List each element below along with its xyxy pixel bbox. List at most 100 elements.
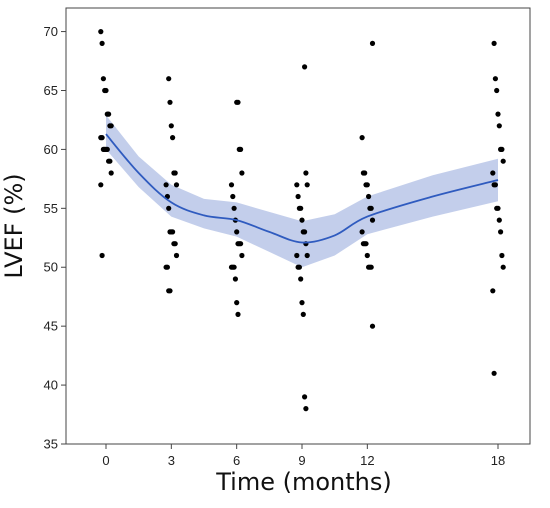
data-point <box>108 170 114 176</box>
y-tick-label: 45 <box>44 319 58 334</box>
data-point <box>100 76 106 82</box>
data-point <box>300 311 306 317</box>
data-point <box>500 264 506 270</box>
data-point <box>492 76 498 82</box>
data-point <box>298 276 304 282</box>
x-tick-label: 3 <box>168 453 175 468</box>
data-point <box>369 40 376 47</box>
data-point <box>173 252 180 259</box>
data-point <box>303 406 309 412</box>
data-point <box>172 170 178 176</box>
data-point <box>302 64 308 70</box>
data-point <box>235 99 241 105</box>
data-point <box>368 264 374 270</box>
data-point <box>499 146 505 152</box>
data-points <box>98 29 506 412</box>
confidence-band <box>106 115 498 268</box>
y-tick-label: 65 <box>44 83 58 98</box>
y-tick-label: 55 <box>44 201 58 216</box>
data-point <box>298 205 304 211</box>
data-point <box>103 87 109 94</box>
x-tick-label: 0 <box>102 453 109 468</box>
data-point <box>98 29 104 35</box>
data-point <box>491 40 497 47</box>
data-point <box>104 146 110 152</box>
data-point <box>173 182 180 188</box>
data-point <box>98 182 104 188</box>
data-point <box>304 182 310 188</box>
data-point <box>498 229 504 235</box>
ci-band <box>106 115 498 268</box>
data-point <box>172 241 178 247</box>
data-point <box>99 135 105 141</box>
x-tick-label: 9 <box>298 453 305 468</box>
data-point <box>491 370 497 376</box>
data-point <box>368 205 374 211</box>
y-tick-label: 35 <box>44 437 58 452</box>
y-axis-ticks: 35 40 45 50 55 60 65 70 <box>44 24 66 452</box>
data-point <box>168 123 174 129</box>
data-point <box>170 229 176 235</box>
data-point <box>234 300 240 306</box>
data-point <box>166 76 172 82</box>
data-point <box>495 205 501 211</box>
axes: 0 3 6 9 12 18 35 40 45 50 55 60 65 70 <box>44 7 531 468</box>
y-tick-label: 70 <box>44 24 58 39</box>
data-point <box>294 182 300 188</box>
data-point <box>369 217 376 223</box>
data-point <box>295 193 301 200</box>
data-point <box>170 135 176 141</box>
y-axis-title: LVEF (%) <box>0 173 28 278</box>
data-point <box>99 252 105 259</box>
data-point <box>163 182 169 188</box>
y-tick-label: 40 <box>44 378 58 393</box>
data-point <box>366 193 372 200</box>
data-point <box>364 252 370 259</box>
data-point <box>359 229 365 235</box>
data-point <box>294 252 300 259</box>
data-point <box>303 170 309 176</box>
data-point <box>164 264 170 270</box>
data-point <box>304 252 310 259</box>
data-point <box>364 182 370 188</box>
data-point <box>494 87 500 94</box>
data-point <box>167 99 173 105</box>
data-point <box>106 111 112 117</box>
data-point <box>302 229 308 235</box>
x-tick-label: 18 <box>491 453 505 468</box>
data-point <box>296 264 302 270</box>
data-point <box>499 252 505 259</box>
data-point <box>230 193 236 200</box>
data-point <box>107 158 113 164</box>
data-point <box>235 311 241 317</box>
data-point <box>492 182 498 188</box>
data-point <box>238 241 244 247</box>
data-point <box>495 111 501 117</box>
data-point <box>496 217 502 223</box>
data-point <box>369 323 376 329</box>
data-point <box>359 135 365 141</box>
data-point <box>238 146 244 152</box>
x-tick-label: 12 <box>360 453 374 468</box>
fit-line <box>105 133 499 244</box>
data-point <box>496 123 502 129</box>
data-point <box>108 123 114 129</box>
x-axis-title: Time (months) <box>215 468 392 496</box>
data-point <box>363 241 369 247</box>
data-point <box>239 170 245 176</box>
data-point <box>167 288 173 294</box>
data-point <box>299 300 305 306</box>
data-point <box>299 217 305 223</box>
data-point <box>302 394 308 400</box>
data-point <box>234 229 240 235</box>
y-tick-label: 60 <box>44 142 58 157</box>
data-point <box>231 264 237 270</box>
data-point <box>231 205 237 211</box>
data-point <box>239 252 245 259</box>
data-point <box>500 158 506 164</box>
data-point <box>166 205 172 211</box>
data-point <box>232 276 238 282</box>
data-point <box>490 288 496 294</box>
data-point <box>228 182 235 188</box>
